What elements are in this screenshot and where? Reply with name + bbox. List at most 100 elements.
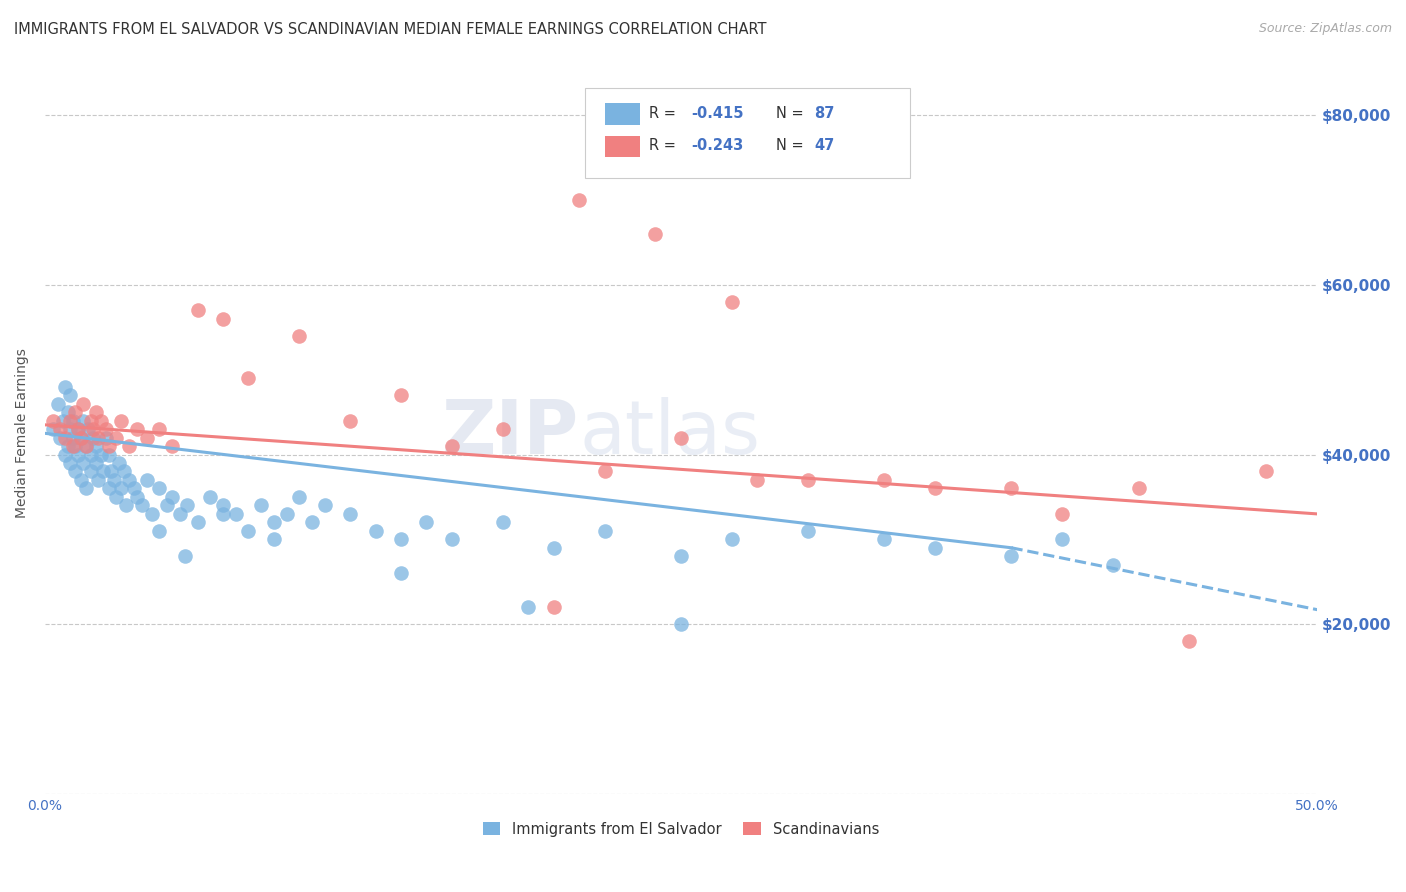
Point	[105, 431, 128, 445]
Point	[69, 431, 91, 445]
Point	[745, 473, 768, 487]
Point	[135, 431, 157, 445]
Point	[110, 482, 132, 496]
Point	[110, 414, 132, 428]
Bar	[605, 103, 640, 125]
Point	[1254, 465, 1277, 479]
Point	[118, 473, 141, 487]
Point	[593, 465, 616, 479]
Point	[389, 533, 412, 547]
Point	[543, 541, 565, 555]
Point	[62, 439, 84, 453]
Point	[148, 482, 170, 496]
Point	[135, 473, 157, 487]
Point	[873, 533, 896, 547]
Point	[517, 600, 540, 615]
Point	[1128, 482, 1150, 496]
Point	[80, 414, 103, 428]
Point	[440, 533, 463, 547]
Point	[669, 431, 692, 445]
Point	[141, 507, 163, 521]
Point	[93, 465, 115, 479]
Point	[62, 414, 84, 428]
Text: R =: R =	[650, 138, 681, 153]
Point	[53, 380, 76, 394]
Point	[644, 227, 666, 241]
Point	[53, 448, 76, 462]
Point	[1000, 549, 1022, 564]
Point	[156, 499, 179, 513]
Point	[238, 524, 260, 538]
Point	[56, 439, 79, 453]
Point	[131, 499, 153, 513]
Point	[100, 465, 122, 479]
Point	[53, 431, 76, 445]
Point	[797, 524, 820, 538]
Point	[97, 448, 120, 462]
Text: R =: R =	[650, 106, 681, 120]
Point	[148, 524, 170, 538]
Point	[75, 439, 97, 453]
Point	[593, 524, 616, 538]
Point	[415, 516, 437, 530]
Point	[56, 405, 79, 419]
Point	[46, 397, 69, 411]
Point	[339, 414, 361, 428]
Point	[41, 422, 63, 436]
Point	[41, 414, 63, 428]
Point	[82, 431, 104, 445]
Point	[84, 439, 107, 453]
Point	[187, 303, 209, 318]
Point	[212, 499, 235, 513]
Point	[59, 456, 82, 470]
Point	[75, 439, 97, 453]
Point	[103, 473, 125, 487]
Point	[492, 516, 515, 530]
Point	[59, 414, 82, 428]
Point	[122, 482, 145, 496]
Point	[568, 193, 591, 207]
Point	[59, 388, 82, 402]
Point	[87, 473, 110, 487]
Point	[720, 294, 742, 309]
Point	[720, 533, 742, 547]
Text: 47: 47	[814, 138, 835, 153]
Point	[1052, 533, 1074, 547]
Point	[69, 431, 91, 445]
Point	[67, 422, 90, 436]
Point	[69, 473, 91, 487]
Text: ZIP: ZIP	[441, 397, 579, 470]
Text: Source: ZipAtlas.com: Source: ZipAtlas.com	[1258, 22, 1392, 36]
Point	[90, 448, 112, 462]
Point	[276, 507, 298, 521]
Point	[148, 422, 170, 436]
Point	[49, 422, 72, 436]
Text: N =: N =	[776, 106, 808, 120]
Point	[75, 482, 97, 496]
Text: N =: N =	[776, 138, 808, 153]
Point	[84, 405, 107, 419]
Point	[200, 490, 222, 504]
FancyBboxPatch shape	[585, 88, 910, 178]
Text: -0.243: -0.243	[690, 138, 744, 153]
Text: IMMIGRANTS FROM EL SALVADOR VS SCANDINAVIAN MEDIAN FEMALE EARNINGS CORRELATION C: IMMIGRANTS FROM EL SALVADOR VS SCANDINAV…	[14, 22, 766, 37]
Point	[97, 482, 120, 496]
Point	[59, 422, 82, 436]
Point	[212, 507, 235, 521]
Point	[924, 541, 946, 555]
Point	[65, 405, 87, 419]
Point	[492, 422, 515, 436]
Point	[389, 566, 412, 581]
Point	[176, 499, 198, 513]
Text: atlas: atlas	[579, 397, 761, 470]
Point	[72, 414, 94, 428]
Point	[77, 422, 100, 436]
Point	[288, 328, 311, 343]
Point	[105, 490, 128, 504]
Point	[62, 431, 84, 445]
Y-axis label: Median Female Earnings: Median Female Earnings	[15, 349, 30, 518]
Point	[94, 422, 117, 436]
Point	[924, 482, 946, 496]
Text: 87: 87	[814, 106, 835, 120]
Point	[250, 499, 273, 513]
